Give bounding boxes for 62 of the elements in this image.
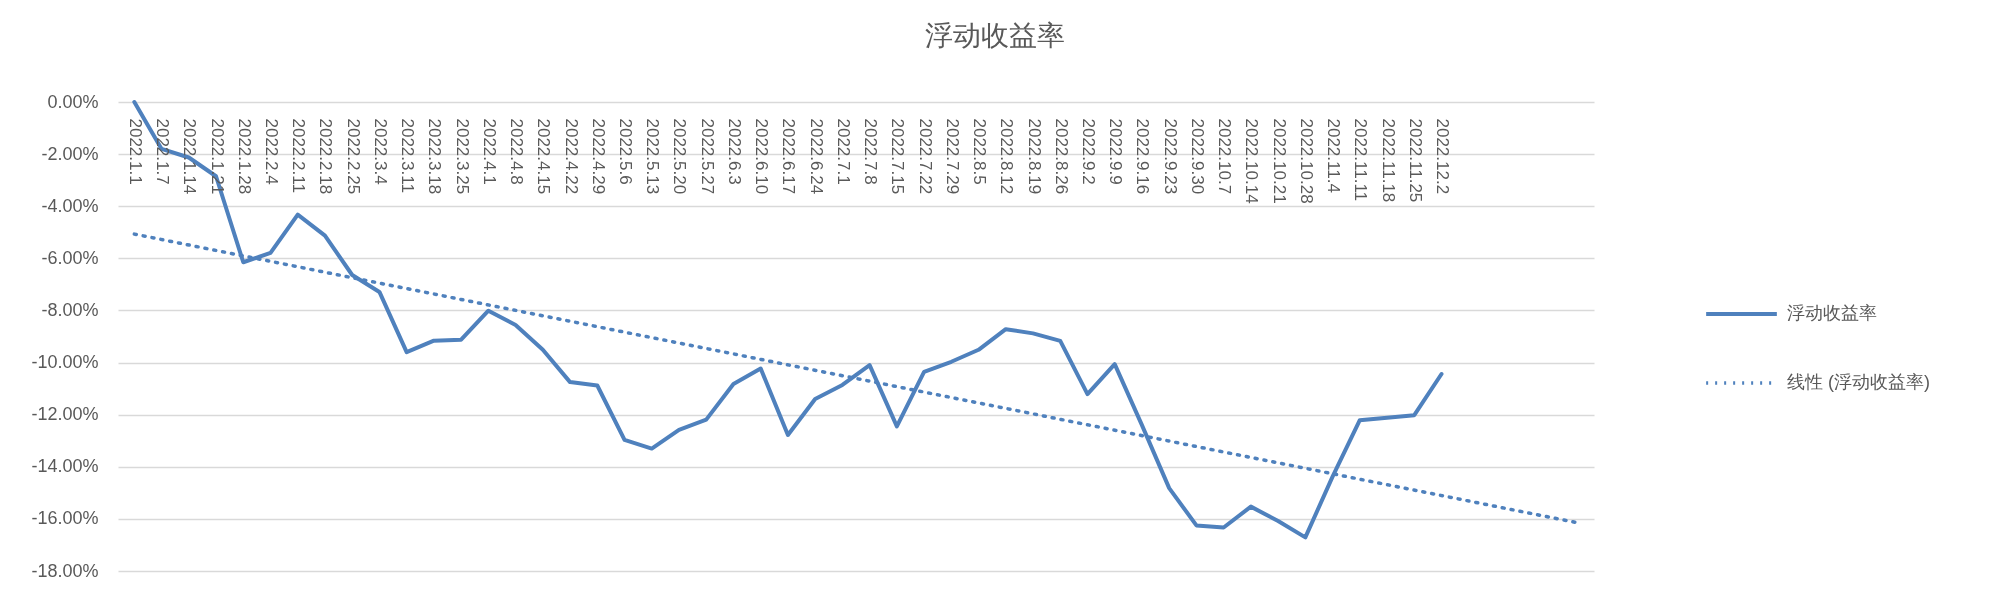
x-tick-label: 2022.11.11	[1351, 118, 1371, 202]
x-tick-label: 2022.11.4	[1324, 118, 1344, 193]
chart-title: 浮动收益率	[925, 20, 1065, 51]
y-tick-label: -10.00%	[31, 352, 99, 373]
x-tick-label: 2022.5.13	[643, 118, 663, 195]
x-tick-label: 2022.8.26	[1051, 118, 1071, 195]
x-tick-label: 2022.8.19	[1024, 118, 1044, 195]
x-tick-label: 2022.9.30	[1187, 118, 1207, 195]
x-tick-label: 2022.10.7	[1215, 118, 1235, 195]
y-tick-label: -14.00%	[31, 456, 99, 477]
x-tick-label: 2022.7.8	[861, 118, 881, 185]
x-tick-label: 2022.3.4	[370, 118, 390, 185]
x-tick-label: 2022.1.14	[180, 118, 200, 195]
x-tick-label: 2022.4.1	[479, 118, 499, 185]
y-tick-label: -8.00%	[41, 299, 99, 320]
x-tick-label: 2022.10.28	[1296, 118, 1316, 204]
x-tick-label: 2022.9.23	[1160, 118, 1180, 195]
x-tick-label: 2022.8.12	[997, 118, 1017, 195]
x-tick-label: 2022.10.14	[1242, 118, 1262, 204]
x-tick-label: 2022.3.18	[425, 118, 445, 195]
x-tick-label: 2022.8.5	[970, 118, 990, 185]
legend-label: 线性 (浮动收益率)	[1787, 372, 1930, 392]
x-tick-label: 2022.4.29	[588, 118, 608, 195]
x-tick-label: 2022.7.15	[888, 118, 908, 195]
x-tick-label: 2022.2.18	[316, 118, 336, 195]
y-tick-label: -4.00%	[41, 195, 99, 216]
x-tick-label: 2022.11.18	[1378, 118, 1398, 203]
x-tick-label: 2022.6.24	[806, 118, 826, 195]
x-tick-label: 2022.9.16	[1133, 118, 1153, 195]
x-tick-label: 2022.2.4	[262, 118, 281, 185]
x-tick-label: 2022.7.29	[942, 118, 962, 195]
x-tick-label: 2022.1.28	[234, 118, 254, 195]
x-tick-label: 2022.1.7	[153, 118, 173, 185]
y-tick-label: -12.00%	[31, 404, 99, 425]
x-tick-label: 2022.5.27	[697, 118, 717, 195]
x-tick-label: 2022.5.20	[670, 118, 690, 195]
x-tick-label: 2022.6.10	[752, 118, 772, 195]
x-tick-label: 2022.7.22	[915, 118, 935, 195]
x-tick-label: 2022.2.11	[289, 118, 309, 193]
x-tick-label: 2022.6.3	[724, 118, 744, 185]
x-tick-label: 2022.4.22	[561, 118, 581, 195]
x-tick-label: 2022.1.21	[207, 118, 227, 195]
x-tick-label: 2022.3.25	[452, 118, 472, 195]
x-tick-label: 2022.7.1	[833, 118, 853, 185]
x-tick-label: 2022.4.8	[507, 118, 527, 185]
x-tick-label: 2022.10.21	[1269, 118, 1289, 204]
y-tick-label: -2.00%	[41, 143, 99, 164]
x-tick-label: 2022.5.6	[616, 118, 636, 185]
x-tick-label: 2022.6.17	[779, 118, 799, 195]
x-tick-label: 2022.1.1	[125, 118, 145, 185]
y-tick-label: -6.00%	[41, 247, 99, 268]
x-tick-label: 2022.9.9	[1106, 118, 1126, 185]
x-tick-label: 2022.9.2	[1078, 118, 1098, 185]
y-tick-label: -18.00%	[31, 560, 99, 581]
x-tick-label: 2022.3.11	[398, 118, 418, 193]
x-tick-label: 2022.4.15	[534, 118, 554, 195]
x-tick-label: 2022.2.25	[343, 118, 363, 195]
y-tick-label: 0.00%	[47, 91, 99, 112]
x-tick-label: 2022.11.25	[1405, 118, 1425, 203]
y-tick-label: -16.00%	[31, 508, 99, 529]
legend-label: 浮动收益率	[1787, 303, 1877, 323]
x-tick-label: 2022.12.2	[1433, 118, 1452, 195]
